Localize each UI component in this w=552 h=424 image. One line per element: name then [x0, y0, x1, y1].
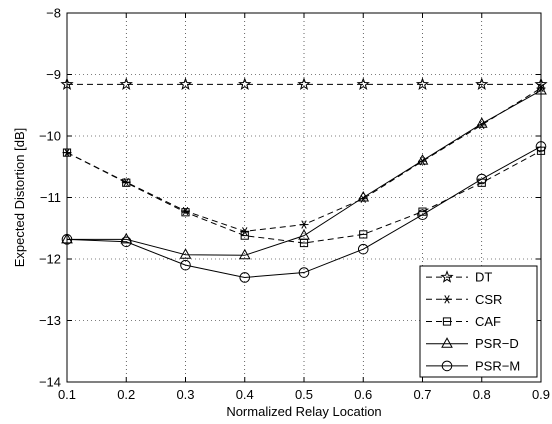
triangle-shape	[416, 154, 429, 165]
star-shape	[475, 77, 489, 90]
data-point	[122, 178, 131, 187]
triangle-shape	[179, 248, 192, 259]
tick-labels: 0.1 0.2 0.3 0.4 0.5 0.6 0.7 0.8 0.9 −14 −13 −12 −11 −…	[39, 6, 550, 403]
star-shape	[178, 77, 193, 90]
circle-shape	[476, 173, 488, 185]
y-tick-label: −8	[46, 6, 61, 21]
x-tick-label: 0.1	[58, 387, 76, 402]
x-tick-label: 0.6	[354, 387, 372, 402]
legend-label: CAF	[475, 314, 501, 329]
data-point	[476, 173, 488, 185]
data-point	[475, 77, 489, 90]
circle-shape	[357, 243, 369, 255]
y-tick-label: −10	[39, 129, 61, 144]
x-tick-label: 0.5	[295, 387, 313, 402]
legend-item: CSR	[426, 292, 502, 307]
y-axis-label: Expected Distortion [dB]	[12, 128, 27, 267]
data-point	[180, 259, 191, 271]
star-shape	[415, 77, 430, 90]
x-tick-label: 0.9	[532, 387, 550, 402]
data-point	[240, 227, 250, 236]
legend-label: PSR−D	[475, 336, 519, 351]
star-shape	[238, 77, 252, 90]
series-dt	[60, 77, 548, 90]
data-point	[179, 248, 192, 259]
data-point	[416, 154, 429, 165]
data-point	[119, 77, 133, 90]
data-point	[238, 77, 252, 90]
data-point	[475, 117, 488, 128]
y-tick-label: −12	[39, 252, 61, 267]
data-point	[357, 190, 370, 202]
star-shape	[119, 77, 133, 90]
legend-item: PSR−M	[426, 358, 520, 373]
circle-shape	[417, 209, 428, 221]
data-point	[120, 236, 132, 248]
data-point	[297, 77, 311, 90]
circle-shape	[298, 267, 310, 278]
axis-ticks	[66, 12, 542, 383]
star-shape	[440, 270, 454, 283]
triangle-shape	[238, 248, 251, 260]
data-point	[417, 209, 428, 221]
marker-triangle	[441, 337, 453, 348]
triangle-shape	[441, 337, 453, 348]
data-point	[240, 231, 249, 240]
series-line	[67, 90, 542, 256]
data-point	[298, 229, 310, 240]
legend-item: DT	[426, 270, 492, 285]
y-tick-label: −13	[39, 313, 61, 328]
legend-label: PSR−M	[475, 358, 520, 373]
legend-item: CAF	[426, 314, 501, 329]
series-psr-d	[61, 83, 547, 260]
circle-shape	[239, 272, 251, 283]
series-line	[66, 150, 542, 244]
x-tick-label: 0.4	[236, 387, 254, 402]
triangle-shape	[357, 190, 370, 202]
marker-circle	[441, 360, 453, 372]
x-tick-label: 0.7	[413, 387, 431, 402]
legend-label: DT	[475, 270, 492, 285]
data-point	[238, 248, 251, 260]
data-point	[415, 77, 430, 90]
x-tick-label: 0.3	[176, 387, 194, 402]
data-point	[239, 272, 251, 283]
grid-lines	[67, 13, 541, 382]
legend-item: PSR−D	[426, 336, 519, 351]
data-point	[359, 230, 368, 239]
circle-shape	[180, 259, 191, 271]
star-shape	[356, 77, 370, 90]
y-tick-label: −14	[39, 375, 61, 390]
y-tick-label: −9	[46, 67, 61, 82]
circle-shape	[120, 236, 132, 248]
series-csr	[62, 83, 546, 236]
marker-square-plus	[442, 317, 452, 326]
asterisk-stroke	[444, 295, 450, 304]
data-point	[178, 77, 193, 90]
x-tick-label: 0.8	[473, 387, 491, 402]
x-tick-label: 0.2	[117, 387, 135, 402]
legend-label: CSR	[475, 292, 502, 307]
data-point	[298, 267, 310, 278]
asterisk-stroke	[301, 220, 307, 229]
triangle-shape	[298, 229, 310, 240]
star-shape	[297, 77, 311, 90]
circle-shape	[441, 360, 453, 372]
data-point	[120, 232, 133, 244]
marker-asterisk	[442, 295, 452, 304]
data-point	[356, 77, 370, 90]
triangle-shape	[120, 232, 133, 244]
marker-star	[440, 270, 454, 283]
x-axis-label: Normalized Relay Location	[226, 404, 381, 419]
data-point	[299, 220, 309, 229]
data-point	[181, 208, 190, 217]
legend: DT CSR CAF PSR−D PSR−M	[419, 265, 538, 378]
series-caf	[62, 146, 546, 248]
triangle-shape	[475, 117, 488, 128]
y-tick-label: −11	[40, 190, 61, 205]
series-line	[66, 146, 542, 278]
asterisk-stroke	[242, 227, 248, 236]
data-point	[357, 243, 369, 255]
